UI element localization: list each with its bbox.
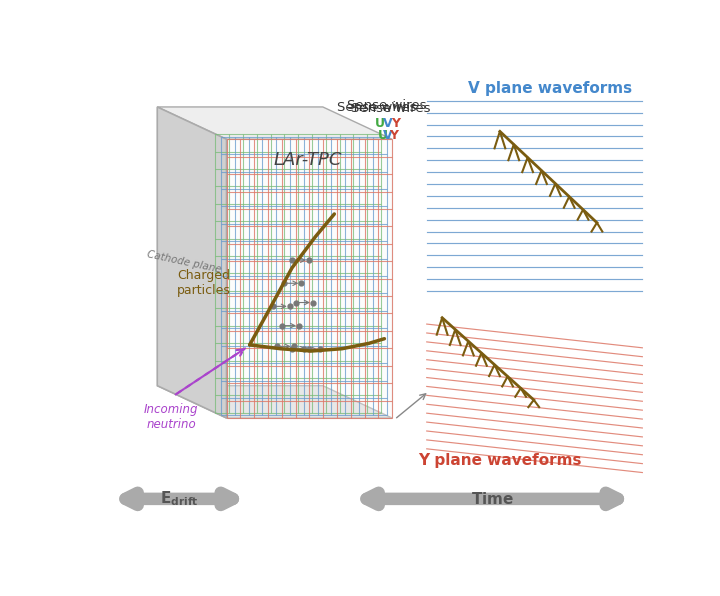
Polygon shape bbox=[157, 386, 392, 418]
Text: Y: Y bbox=[389, 129, 398, 142]
Polygon shape bbox=[157, 107, 392, 139]
Text: LAr-TPC: LAr-TPC bbox=[273, 151, 342, 169]
Text: Sense wires: Sense wires bbox=[337, 101, 416, 114]
Text: Y: Y bbox=[391, 117, 400, 130]
Text: V: V bbox=[383, 129, 393, 142]
Text: Charged
particles: Charged particles bbox=[176, 269, 230, 297]
Text: Cathode plane: Cathode plane bbox=[146, 250, 222, 275]
Polygon shape bbox=[157, 107, 227, 418]
Text: Incoming
neutrino: Incoming neutrino bbox=[144, 403, 199, 431]
Text: $\mathbf{E_{drift}}$: $\mathbf{E_{drift}}$ bbox=[161, 489, 199, 508]
Text: Sense wires: Sense wires bbox=[351, 102, 430, 114]
Text: $\mathbf{Time}$: $\mathbf{Time}$ bbox=[471, 491, 514, 507]
Text: U: U bbox=[374, 117, 384, 130]
Text: Sense wires: Sense wires bbox=[347, 98, 426, 111]
Polygon shape bbox=[227, 139, 392, 418]
Text: V: V bbox=[382, 117, 392, 130]
Text: Y plane waveforms: Y plane waveforms bbox=[418, 453, 582, 468]
Text: V plane waveforms: V plane waveforms bbox=[468, 81, 632, 96]
Text: U: U bbox=[377, 129, 387, 142]
